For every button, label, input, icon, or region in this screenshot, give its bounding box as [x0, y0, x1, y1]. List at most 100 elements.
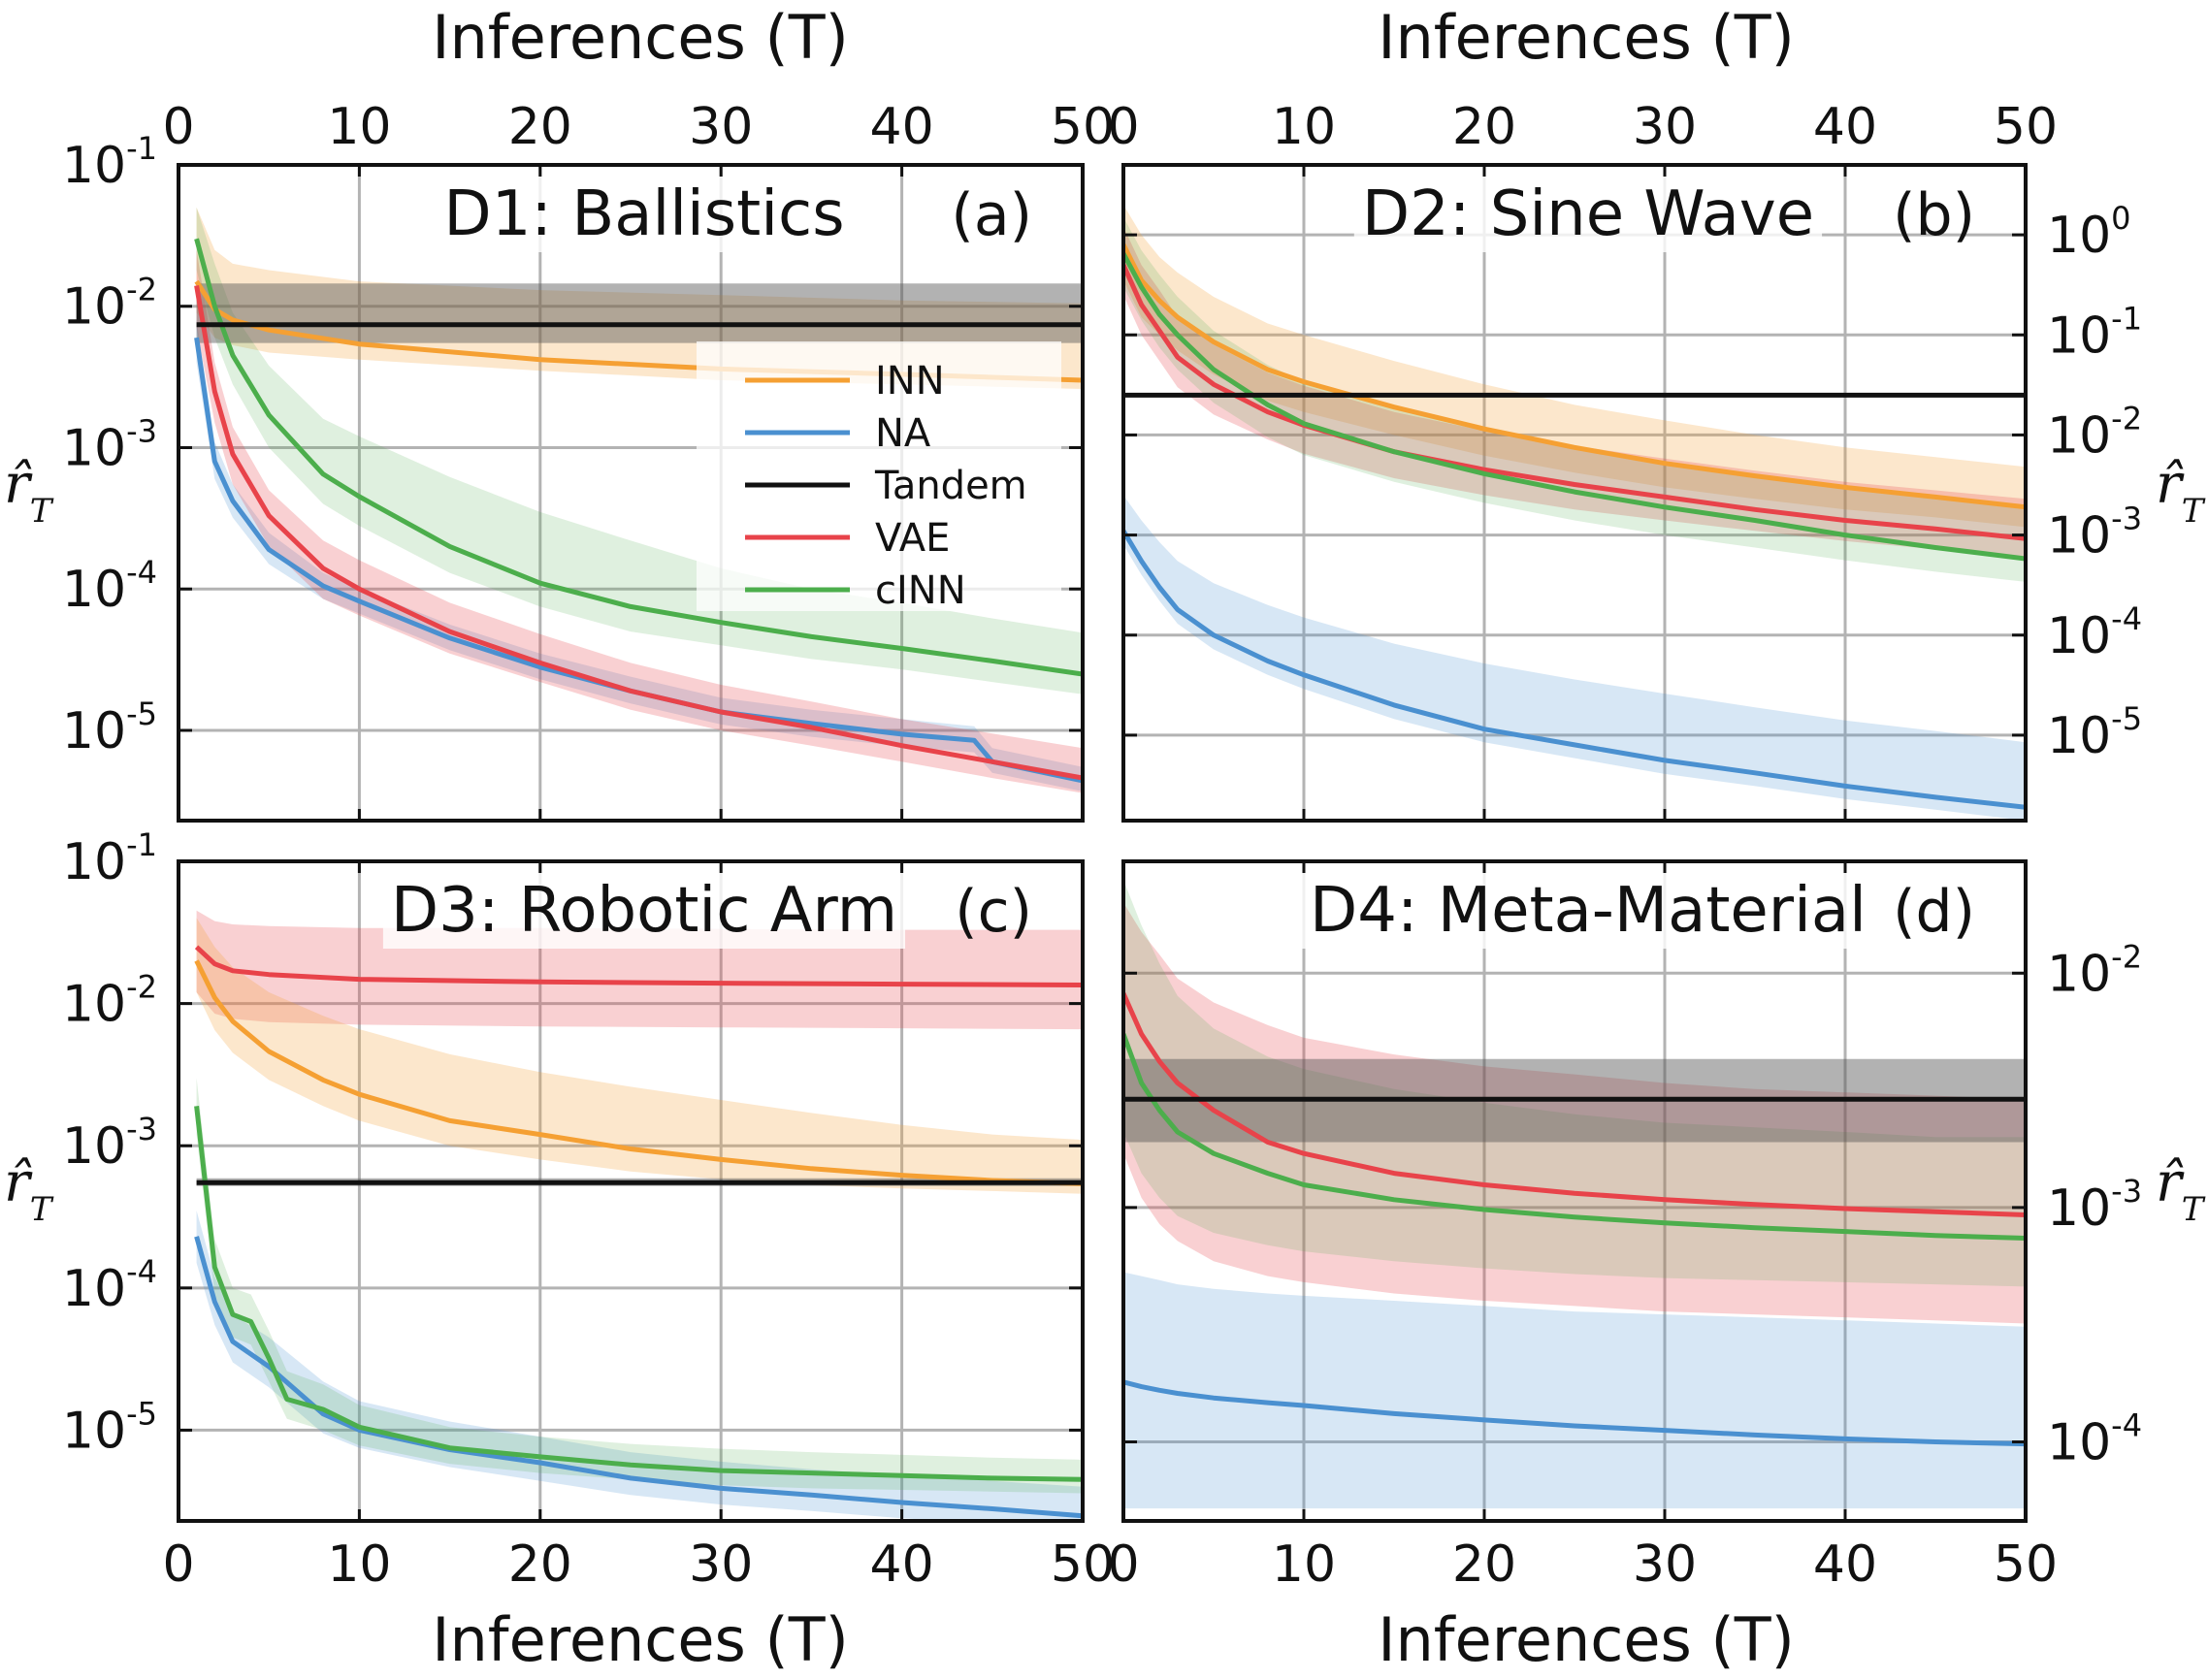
ytick-label-c--4: 10-4	[62, 1253, 157, 1318]
band-vae-a	[196, 249, 1083, 793]
xtick-label-c-50: 50	[1051, 1535, 1115, 1594]
ytick-label-d--3: 10-3	[2047, 1173, 2142, 1238]
line-vae-c	[194, 945, 1083, 987]
xtick-label-c-10: 10	[327, 1535, 391, 1594]
panel-title-backdrop-c	[382, 873, 906, 949]
ytick-label-b--4: 10-4	[2047, 600, 2142, 665]
legend-label-inn: INN	[875, 359, 945, 404]
band-na-b	[1123, 495, 2026, 821]
ytick-label-b--5: 10-5	[2047, 700, 2142, 765]
legend: INN NA Tandem VAE cINN	[697, 341, 1061, 613]
panel-title-backdrop-b	[1353, 177, 1823, 252]
x-axis-title-bottom-d: Inferences (T)	[1378, 1604, 1795, 1675]
legend-label-cinn: cINN	[875, 568, 966, 613]
plots-layer: 0 10 20 30 40 50 10-1 10-2 10-3 10-4 10-5 r̂T D1: Ba…	[4, 98, 2206, 1594]
line-inn-b	[1123, 242, 2026, 510]
y-axis-label-b: r̂T	[2156, 453, 2206, 531]
panel-d: 0 10 20 30 40 50 10-2 10-3 10-4 r̂T D4: Meta-Mater…	[1107, 859, 2206, 1594]
series-group-d	[1123, 880, 2026, 1509]
xtick-label-b-50: 50	[1994, 98, 2058, 156]
band-tandem-a	[196, 283, 1083, 343]
ytick-label-a--3: 10-3	[62, 412, 157, 477]
x-axis-title-top-a: Inferences (T)	[432, 2, 849, 73]
band-vae-d	[1123, 902, 2026, 1324]
band-na-d	[1123, 1272, 2026, 1509]
ytick-label-c--2: 10-2	[62, 969, 157, 1034]
ytick-label-c--3: 10-3	[62, 1111, 157, 1176]
frame-d	[1121, 859, 2028, 1523]
band-inn-c	[196, 918, 1083, 1194]
band-cinn-a	[196, 207, 1083, 695]
ytick-label-a--5: 10-5	[62, 695, 157, 760]
xtick-label-a-0: 0	[162, 98, 194, 156]
y-axis-label-c: r̂T	[4, 1151, 54, 1229]
xtick-label-d-30: 30	[1633, 1535, 1697, 1594]
frame-c	[177, 859, 1085, 1523]
frame-a	[177, 163, 1085, 823]
panel-c: 0 10 20 30 40 50 10-1 10-2 10-3 10-4 10-5 r̂T D3: Ro…	[4, 826, 1115, 1594]
band-na-a	[196, 319, 1083, 792]
xtick-label-d-10: 10	[1272, 1535, 1336, 1594]
panel-letter-d: (d)	[1893, 878, 1975, 946]
xtick-label-d-50: 50	[1994, 1535, 2058, 1594]
line-cinn-b	[1123, 252, 2026, 562]
panel-letter-a: (a)	[951, 181, 1032, 249]
legend-label-na: NA	[875, 411, 931, 456]
band-inn-b	[1123, 205, 2026, 528]
ytick-label-b--1: 10-1	[2047, 300, 2142, 365]
x-axis-title-bottom-c: Inferences (T)	[432, 1604, 849, 1675]
ytick-label-c--5: 10-5	[62, 1395, 157, 1460]
frame-b	[1121, 163, 2028, 823]
line-inn-c	[194, 959, 1083, 1186]
panel-title-backdrop-d	[1301, 873, 1874, 949]
panel-title-c: D3: Robotic Arm	[391, 875, 897, 947]
xtick-label-c-20: 20	[508, 1535, 572, 1594]
xtick-label-b-40: 40	[1813, 98, 1877, 156]
xtick-label-b-10: 10	[1272, 98, 1336, 156]
xtick-label-a-20: 20	[508, 98, 572, 156]
band-cinn-b	[1123, 216, 2026, 582]
xtick-label-b-0: 0	[1107, 98, 1139, 156]
legend-label-tandem: Tandem	[874, 464, 1027, 508]
legend-label-vae: VAE	[875, 516, 950, 561]
y-axis-label-d: r̂T	[2156, 1151, 2206, 1229]
line-cinn-d	[1123, 1033, 2026, 1241]
panel-b: 0 10 20 30 40 50 100 10-1 10-2 10-3 10-4 10-5 r̂T D2:…	[1107, 98, 2206, 823]
xtick-label-c-30: 30	[689, 1535, 753, 1594]
ytick-label-b-0: 100	[2047, 200, 2131, 265]
ytick-label-b--3: 10-3	[2047, 501, 2142, 565]
panel-title-b: D2: Sine Wave	[1362, 178, 1814, 250]
ytick-label-a--4: 10-4	[62, 554, 157, 619]
xtick-label-d-40: 40	[1813, 1535, 1877, 1594]
ytick-label-a--2: 10-2	[62, 272, 157, 337]
band-cinn-d	[1123, 880, 2026, 1287]
ytick-label-b--2: 10-2	[2047, 400, 2142, 465]
xtick-label-b-20: 20	[1452, 98, 1516, 156]
legend-box	[697, 341, 1061, 611]
panel-title-a: D1: Ballistics	[443, 178, 844, 250]
line-cinn-c	[194, 1106, 1083, 1482]
xtick-label-a-50: 50	[1051, 98, 1115, 156]
ytick-label-d--2: 10-2	[2047, 938, 2142, 1003]
line-vae-d	[1123, 992, 2026, 1217]
line-na-a	[194, 337, 1083, 784]
ytick-label-c--1: 10-1	[62, 826, 157, 891]
line-na-d	[1123, 1379, 2026, 1447]
line-na-c	[194, 1236, 1083, 1519]
panel-letter-b: (b)	[1893, 181, 1975, 249]
line-vae-a	[194, 284, 1083, 781]
panel-title-d: D4: Meta-Material	[1310, 875, 1867, 947]
panel-letter-c: (c)	[955, 878, 1032, 946]
ytick-label-a--1: 10-1	[62, 130, 157, 195]
xtick-label-a-10: 10	[327, 98, 391, 156]
xtick-label-a-30: 30	[689, 98, 753, 156]
x-axis-title-top-b: Inferences (T)	[1378, 2, 1795, 73]
y-axis-label-a: r̂T	[4, 453, 54, 531]
line-cinn-a	[194, 238, 1083, 677]
xtick-label-c-0: 0	[162, 1535, 194, 1594]
series-group-b	[1123, 205, 2026, 821]
panel-title-backdrop-a	[436, 177, 853, 252]
line-na-b	[1123, 530, 2026, 810]
ytick-label-d--4: 10-4	[2047, 1407, 2142, 1472]
